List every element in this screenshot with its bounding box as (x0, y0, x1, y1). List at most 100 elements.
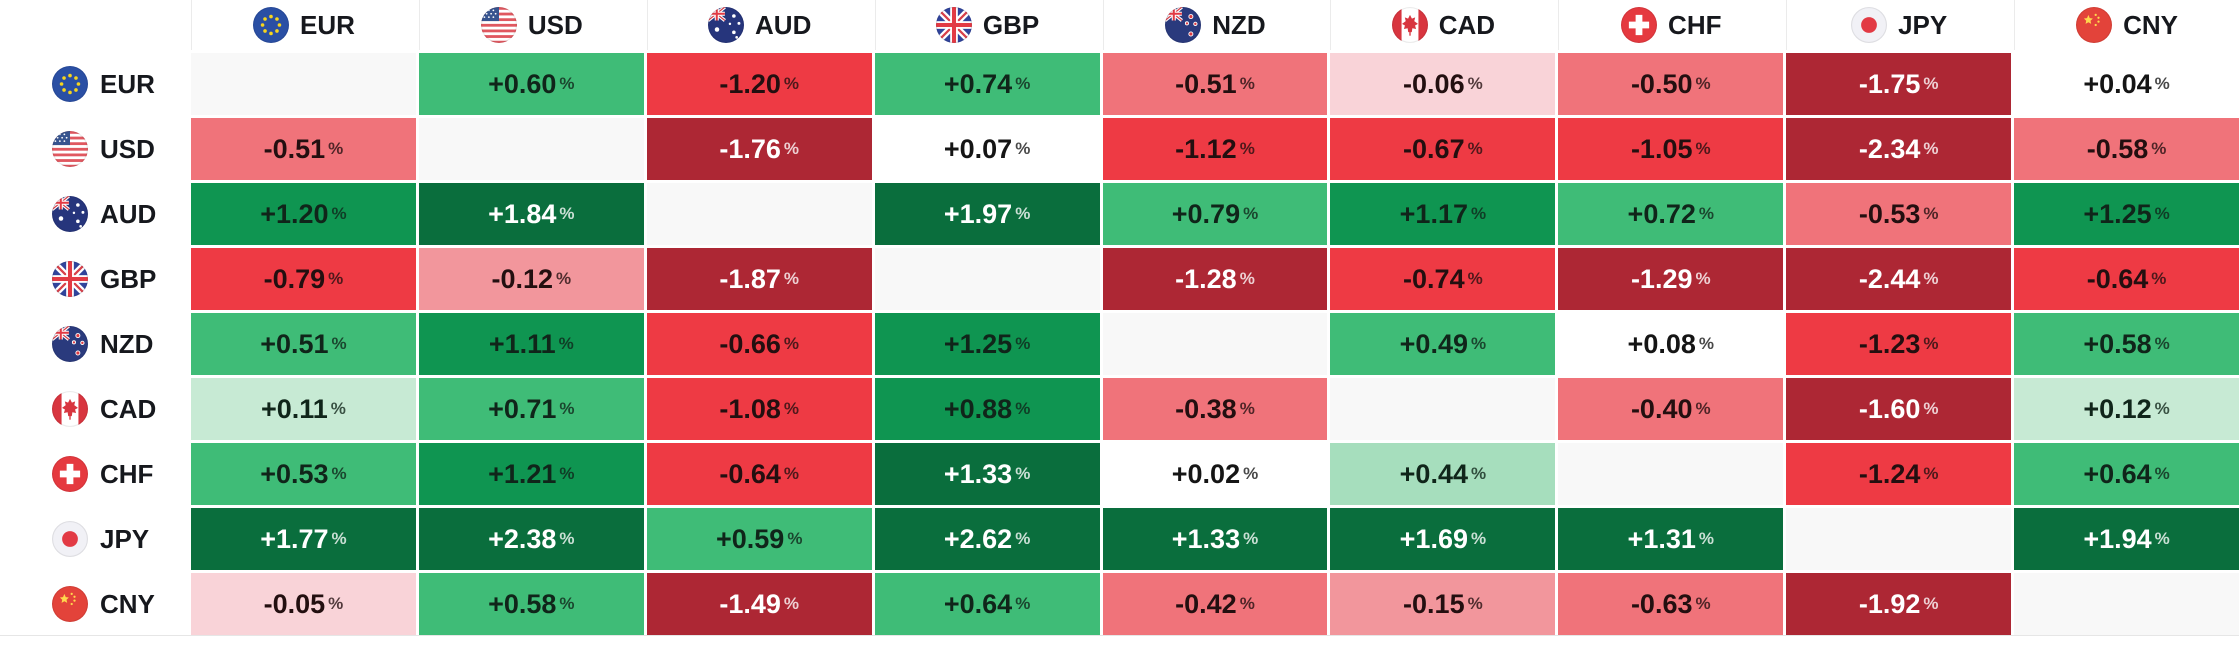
column-header-cny[interactable]: CNY (2014, 0, 2239, 50)
cell-eur-chf[interactable]: -0.50% (1558, 53, 1784, 115)
cell-eur-nzd[interactable]: -0.51% (1102, 53, 1328, 115)
row-header-cny[interactable]: CNY (0, 573, 188, 635)
cell-chf-cad[interactable]: +0.44% (1330, 443, 1556, 505)
cell-value: +0.04 (2083, 68, 2152, 99)
cell-gbp-cny[interactable]: -0.64% (2014, 248, 2239, 310)
row-header-jpy[interactable]: JPY (0, 508, 188, 570)
row-header-chf[interactable]: CHF (0, 443, 188, 505)
column-header-label: JPY (1898, 9, 1948, 40)
cell-cny-cad[interactable]: -0.15% (1330, 573, 1556, 635)
cell-nzd-eur[interactable]: +0.51% (191, 313, 416, 375)
cell-usd-cny[interactable]: -0.58% (2014, 118, 2239, 180)
cell-percent-sign: % (1470, 334, 1487, 353)
column-header-usd[interactable]: USD (418, 0, 644, 50)
cell-cny-chf[interactable]: -0.63% (1558, 573, 1784, 635)
cell-cny-nzd[interactable]: -0.42% (1102, 573, 1328, 635)
cell-usd-cad[interactable]: -0.67% (1330, 118, 1556, 180)
cell-cad-jpy[interactable]: -1.60% (1786, 378, 2012, 440)
cell-cny-usd[interactable]: +0.58% (418, 573, 644, 635)
cell-gbp-usd[interactable]: -0.12% (418, 248, 644, 310)
cell-aud-cad[interactable]: +1.17% (1330, 183, 1556, 245)
cell-eur-aud[interactable]: -1.20% (646, 53, 872, 115)
cell-percent-sign: % (1470, 464, 1487, 483)
cell-nzd-cny[interactable]: +0.58% (2014, 313, 2239, 375)
cell-aud-gbp[interactable]: +1.97% (874, 183, 1100, 245)
cell-jpy-chf[interactable]: +1.31% (1558, 508, 1784, 570)
cell-percent-sign: % (1698, 529, 1714, 548)
cell-jpy-cny[interactable]: +1.94% (2014, 508, 2239, 570)
cell-jpy-cad[interactable]: +1.69% (1330, 508, 1556, 570)
cell-cad-usd[interactable]: +0.71% (418, 378, 644, 440)
cell-usd-nzd[interactable]: -1.12% (1102, 118, 1328, 180)
row-header-cad[interactable]: CAD (0, 378, 188, 440)
cell-usd-gbp[interactable]: +0.07% (874, 118, 1100, 180)
cell-aud-chf[interactable]: +0.72% (1558, 183, 1784, 245)
cell-cad-chf[interactable]: -0.40% (1558, 378, 1784, 440)
column-header-gbp[interactable]: GBP (874, 0, 1100, 50)
cell-gbp-jpy[interactable]: -2.44% (1786, 248, 2012, 310)
cell-eur-cny[interactable]: +0.04% (2014, 53, 2239, 115)
cell-percent-sign: % (1695, 269, 1711, 288)
cell-nzd-chf[interactable]: +0.08% (1558, 313, 1784, 375)
cell-aud-usd[interactable]: +1.84% (418, 183, 644, 245)
cell-jpy-gbp[interactable]: +2.62% (874, 508, 1100, 570)
cell-chf-usd[interactable]: +1.21% (418, 443, 644, 505)
cell-jpy-eur[interactable]: +1.77% (191, 508, 416, 570)
cell-aud-cny[interactable]: +1.25% (2014, 183, 2239, 245)
cell-usd-eur[interactable]: -0.51% (191, 118, 416, 180)
row-header-gbp[interactable]: GBP (0, 248, 188, 310)
column-header-aud[interactable]: AUD (646, 0, 872, 50)
cell-gbp-aud[interactable]: -1.87% (646, 248, 872, 310)
cell-chf-aud[interactable]: -0.64% (646, 443, 872, 505)
row-header-eur[interactable]: EUR (0, 53, 188, 115)
cell-chf-nzd[interactable]: +0.02% (1102, 443, 1328, 505)
cell-cad-cny[interactable]: +0.12% (2014, 378, 2239, 440)
cell-chf-jpy[interactable]: -1.24% (1786, 443, 2012, 505)
cell-jpy-nzd[interactable]: +1.33% (1102, 508, 1328, 570)
cell-nzd-usd[interactable]: +1.11% (418, 313, 644, 375)
cell-eur-jpy[interactable]: -1.75% (1786, 53, 2012, 115)
cell-cad-aud[interactable]: -1.08% (646, 378, 872, 440)
cell-eur-gbp[interactable]: +0.74% (874, 53, 1100, 115)
cell-usd-chf[interactable]: -1.05% (1558, 118, 1784, 180)
row-header-aud[interactable]: AUD (0, 183, 188, 245)
cell-cad-gbp[interactable]: +0.88% (874, 378, 1100, 440)
cell-cny-aud[interactable]: -1.49% (646, 573, 872, 635)
cell-nzd-aud[interactable]: -0.66% (646, 313, 872, 375)
cell-gbp-eur[interactable]: -0.79% (191, 248, 416, 310)
cell-gbp-nzd[interactable]: -1.28% (1102, 248, 1328, 310)
cell-aud-eur[interactable]: +1.20% (191, 183, 416, 245)
column-header-chf[interactable]: CHF (1558, 0, 1784, 50)
cell-nzd-jpy[interactable]: -1.23% (1786, 313, 2012, 375)
cell-eur-usd[interactable]: +0.60% (418, 53, 644, 115)
column-header-cad[interactable]: CAD (1330, 0, 1556, 50)
cell-gbp-chf[interactable]: -1.29% (1558, 248, 1784, 310)
cell-cad-nzd[interactable]: -0.38% (1102, 378, 1328, 440)
cell-cny-gbp[interactable]: +0.64% (874, 573, 1100, 635)
column-header-jpy[interactable]: JPY (1786, 0, 2012, 50)
cell-aud-jpy[interactable]: -0.53% (1786, 183, 2012, 245)
cell-chf-gbp[interactable]: +1.33% (874, 443, 1100, 505)
cell-cny-jpy[interactable]: -1.92% (1786, 573, 2012, 635)
cell-cny-eur[interactable]: -0.05% (191, 573, 416, 635)
cell-percent-sign: % (1015, 594, 1031, 613)
cell-cad-eur[interactable]: +0.11% (191, 378, 416, 440)
cell-nzd-cad[interactable]: +0.49% (1330, 313, 1556, 375)
cell-percent-sign: % (2154, 399, 2170, 418)
cell-usd-jpy[interactable]: -2.34% (1786, 118, 2012, 180)
column-header-eur[interactable]: EUR (191, 0, 416, 50)
row-header-usd[interactable]: USD (0, 118, 188, 180)
cell-gbp-cad[interactable]: -0.74% (1330, 248, 1556, 310)
row-header-nzd[interactable]: NZD (0, 313, 188, 375)
column-header-nzd[interactable]: NZD (1102, 0, 1328, 50)
cell-jpy-aud[interactable]: +0.59% (646, 508, 872, 570)
column-header-label: EUR (299, 9, 355, 40)
cell-jpy-usd[interactable]: +2.38% (418, 508, 644, 570)
cell-aud-nzd[interactable]: +0.79% (1102, 183, 1328, 245)
cell-eur-cad[interactable]: -0.06% (1330, 53, 1556, 115)
cell-value: +1.33 (1171, 523, 1241, 554)
cell-chf-eur[interactable]: +0.53% (191, 443, 416, 505)
cell-usd-aud[interactable]: -1.76% (646, 118, 872, 180)
cell-chf-cny[interactable]: +0.64% (2014, 443, 2239, 505)
cell-nzd-gbp[interactable]: +1.25% (874, 313, 1100, 375)
